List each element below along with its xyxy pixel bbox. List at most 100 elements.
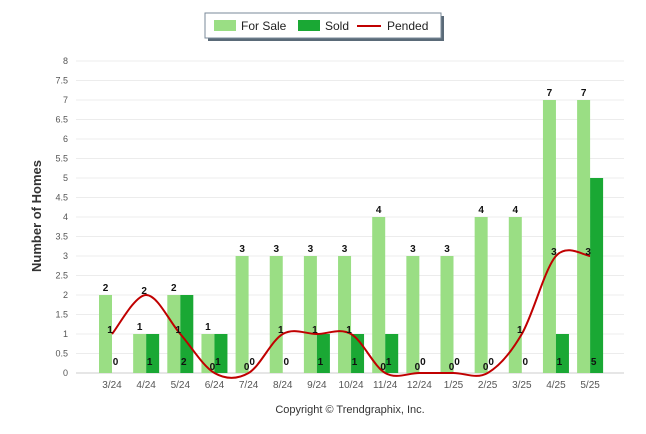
for-sale-value-label: 4 [376,205,382,216]
for-sale-bar [235,256,249,373]
legend-swatch-sold [298,20,320,31]
pended-value-label: 0 [244,362,250,373]
for-sale-bar [372,217,386,373]
x-tick-label: 4/24 [136,380,156,391]
y-tick-label: 4 [63,212,68,222]
pended-value-label: 1 [176,325,182,336]
legend-items: For Sale Sold Pended [214,19,428,33]
for-sale-value-label: 3 [444,244,450,255]
for-sale-value-label: 1 [137,322,143,333]
for-sale-bar [99,295,112,373]
x-tick-label: 10/24 [339,380,364,391]
legend: For Sale Sold Pended [204,12,444,41]
sold-bar [214,334,228,373]
for-sale-bar [133,334,147,373]
y-tick-label: 3 [63,251,68,261]
for-sale-value-label: 7 [581,88,587,99]
sold-value-label: 0 [283,357,289,368]
y-tick-label: 5 [63,173,68,183]
for-sale-value-label: 3 [308,244,314,255]
copyright-footer: Copyright © Trendgraphix, Inc. [275,404,424,416]
y-axis-label: Number of Homes [29,160,44,272]
legend-swatch-for-sale [214,20,236,31]
for-sale-bar [269,256,283,373]
for-sale-value-label: 3 [273,244,279,255]
for-sale-bar [474,217,488,373]
y-tick-label: 5.5 [55,154,68,164]
sold-value-label: 0 [454,357,460,368]
x-tick-label: 11/24 [373,380,398,391]
legend-box [204,12,442,39]
legend-label-sold: Sold [325,19,349,33]
pended-value-label: 1 [278,325,284,336]
y-tick-label: 1.5 [55,310,68,320]
pended-value-label: 0 [380,362,386,373]
legend-label-for-sale: For Sale [241,19,287,33]
sold-value-label: 0 [249,357,255,368]
bars [99,100,604,373]
sold-value-label: 1 [215,357,221,368]
pended-value-label: 1 [312,325,318,336]
y-tick-label: 6 [63,134,68,144]
sold-value-label: 1 [386,357,392,368]
x-tick-label: 1/25 [444,380,464,391]
for-sale-value-label: 3 [239,244,245,255]
for-sale-value-label: 1 [205,322,211,333]
pended-value-label: 3 [585,247,591,258]
y-tick-label: 8 [63,56,68,66]
y-tick-label: 0 [63,368,68,378]
sold-value-label: 0 [523,357,529,368]
y-tick-label: 0.5 [55,349,68,359]
x-tick-label: 8/24 [273,380,293,391]
y-tick-label: 3.5 [55,232,68,242]
x-tick-label: 7/24 [239,380,259,391]
pended-value-label: 2 [141,286,147,297]
y-tick-label: 6.5 [55,115,68,125]
x-axis-ticks: 3/24 4/24 5/24 6/24 7/24 8/24 9/24 10/24 11/24 12… [102,380,600,391]
sold-value-label: 0 [113,357,119,368]
for-sale-bar [406,256,420,373]
pended-value-label: 0 [449,362,455,373]
for-sale-value-label: 4 [513,205,519,216]
y-tick-label: 1 [63,329,68,339]
for-sale-value-label: 2 [103,283,109,294]
x-tick-label: 4/25 [546,380,566,391]
x-tick-label: 5/25 [580,380,600,391]
for-sale-bar [303,256,317,373]
for-sale-bar [440,256,454,373]
sold-value-label: 2 [181,357,187,368]
sold-bar [146,334,160,373]
y-tick-label: 7 [63,95,68,105]
sold-value-label: 1 [557,357,563,368]
for-sale-value-label: 7 [547,88,553,99]
for-sale-value-label: 2 [171,283,177,294]
sold-value-label: 5 [591,357,597,368]
for-sale-bar [167,295,181,373]
x-tick-label: 3/24 [102,380,122,391]
pended-value-label: 1 [346,325,352,336]
pended-value-label: 1 [107,325,113,336]
x-tick-label: 12/24 [407,380,432,391]
pended-line [111,249,591,379]
y-tick-label: 4.5 [55,193,68,203]
sold-bar [590,178,604,373]
x-tick-label: 6/24 [205,380,225,391]
y-tick-label: 7.5 [55,76,68,86]
data-labels: 201 112 221 1103003013113114103003004004017… [103,88,597,373]
y-axis-ticks: 0 0.5 1 1.5 2 2.5 3 3.5 4 4.5 5 5.5 6 6.5 7 7.5 8 [55,56,68,378]
for-sale-value-label: 3 [410,244,416,255]
sold-bar [555,334,569,373]
sold-bar [385,334,399,373]
pended-value-label: 0 [483,362,489,373]
pended-line-path [111,249,591,379]
y-tick-label: 2 [63,290,68,300]
for-sale-value-label: 3 [342,244,348,255]
for-sale-bar [577,100,591,373]
x-tick-label: 2/25 [478,380,498,391]
sold-value-label: 0 [488,357,494,368]
x-tick-label: 3/25 [512,380,532,391]
y-tick-label: 2.5 [55,271,68,281]
sold-value-label: 1 [318,357,324,368]
sold-value-label: 1 [147,357,153,368]
